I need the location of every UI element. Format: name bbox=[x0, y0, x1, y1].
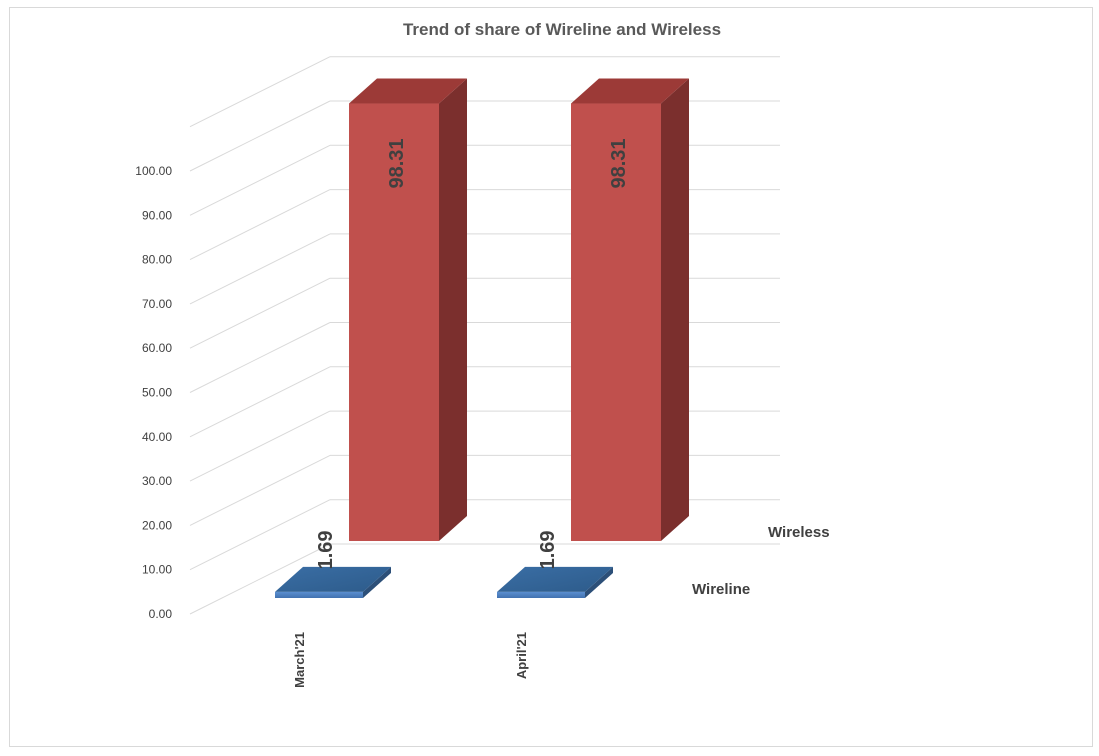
y-tick-label: 60.00 bbox=[142, 341, 172, 355]
wireline-data-label: 1.69 bbox=[537, 530, 559, 569]
wireline-bar-side bbox=[585, 566, 613, 598]
wireline-bar bbox=[275, 591, 363, 598]
series-label-wireline: Wireline bbox=[692, 581, 750, 598]
series-label-wireless: Wireless bbox=[768, 524, 830, 541]
y-tick-label: 10.00 bbox=[142, 563, 172, 577]
gridline-side bbox=[189, 366, 331, 438]
wireless-bar-side bbox=[439, 78, 467, 541]
labels: 1.69 98.31 March'21 1.69 98.31 April'21 Wirele… bbox=[292, 138, 830, 687]
x-tick-label: April'21 bbox=[514, 632, 529, 679]
y-tick-label: 50.00 bbox=[142, 386, 172, 400]
gridline-side bbox=[189, 100, 331, 172]
gridline-side bbox=[189, 322, 331, 393]
y-tick-label: 0.00 bbox=[149, 607, 173, 621]
gridline-side bbox=[189, 56, 331, 128]
wireline-bar-side bbox=[363, 566, 391, 598]
y-tick-label: 20.00 bbox=[142, 518, 172, 532]
wireless-bar bbox=[571, 103, 661, 541]
y-tick-label: 40.00 bbox=[142, 430, 172, 444]
wireless-bar bbox=[349, 103, 439, 541]
y-axis: 0.00 10.00 20.00 30.00 40.00 50.00 60.00 70.00 8… bbox=[135, 164, 172, 621]
wireless-data-label: 98.31 bbox=[386, 138, 408, 188]
x-tick-label: March'21 bbox=[292, 632, 307, 688]
wireline-bar bbox=[497, 591, 585, 598]
wireless-bar-top bbox=[571, 78, 689, 104]
gridline-side bbox=[189, 277, 331, 349]
wireless-bar-side bbox=[661, 78, 689, 541]
gridline-side bbox=[189, 410, 331, 482]
wireline-bar-top bbox=[275, 566, 391, 592]
y-tick-label: 70.00 bbox=[142, 297, 172, 311]
wireless-data-label: 98.31 bbox=[608, 138, 630, 188]
gridline-side bbox=[189, 543, 331, 615]
y-tick-label: 80.00 bbox=[142, 253, 172, 267]
y-tick-label: 90.00 bbox=[142, 208, 172, 222]
chart-title: Trend of share of Wireline and Wireless bbox=[402, 20, 722, 39]
chart-frame bbox=[9, 7, 1093, 747]
gridline-side bbox=[189, 499, 331, 571]
y-tick-label: 100.00 bbox=[135, 164, 172, 178]
wireless-bar-top bbox=[349, 78, 467, 104]
y-tick-label: 30.00 bbox=[142, 474, 172, 488]
gridline-side bbox=[189, 454, 331, 526]
gridlines bbox=[189, 56, 780, 615]
wireline-data-label: 1.69 bbox=[315, 530, 337, 569]
gridline-side bbox=[189, 189, 331, 261]
gridline-side bbox=[189, 144, 331, 216]
bars bbox=[275, 78, 689, 598]
gridline-side bbox=[189, 233, 331, 305]
wireline-bar-top bbox=[497, 566, 613, 592]
